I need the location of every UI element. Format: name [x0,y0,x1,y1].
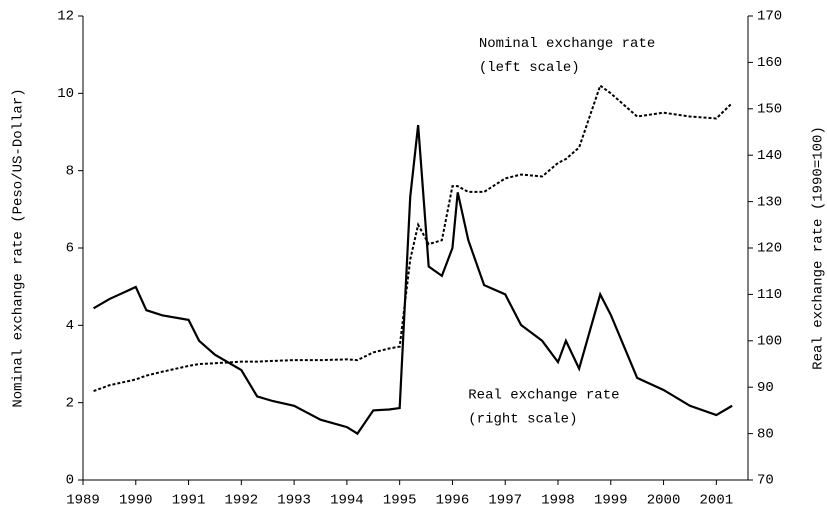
y-tick-label: 10 [57,86,74,102]
x-tick-label: 1997 [488,493,522,509]
x-tick-label: 1993 [277,493,311,509]
y2-tick-label: 150 [757,102,782,118]
y-tick-label: 6 [66,241,74,257]
x-tick-label: 1999 [594,493,628,509]
y2-tick-label: 170 [757,9,782,25]
y2-axis-label: Real exchange rate (1990=100) [811,126,827,370]
x-tick-label: 2000 [647,493,681,509]
x-tick-label: 1995 [383,493,417,509]
y2-tick-label: 160 [757,55,782,71]
x-tick-label: 1996 [436,493,470,509]
y2-tick-label: 120 [757,241,782,257]
x-tick-label: 1992 [225,493,259,509]
y2-tick-label: 80 [757,426,774,442]
y-tick-label: 8 [66,163,74,179]
y-tick-label: 12 [57,9,74,25]
y-axis-label: Nominal exchange rate (Peso/US-Dollar) [11,88,27,407]
x-tick-label: 1990 [119,493,153,509]
y-tick-label: 2 [66,395,74,411]
y2-tick-label: 90 [757,380,774,396]
y2-tick-label: 70 [757,473,774,489]
x-tick-label: 1994 [330,493,364,509]
y2-tick-label: 110 [757,287,782,303]
x-tick-label: 1991 [172,493,206,509]
y-tick-label: 4 [66,318,74,334]
y2-tick-label: 130 [757,194,782,210]
y-tick-label: 0 [66,473,74,489]
x-tick-label: 1998 [541,493,575,509]
annotation: (left scale) [479,60,580,76]
x-tick-label: 2001 [700,493,734,509]
y2-tick-label: 140 [757,148,782,164]
series-line [93,83,733,393]
y2-tick-label: 100 [757,334,782,350]
annotation: Real exchange rate [468,388,619,404]
x-tick-label: 1989 [66,493,100,509]
annotation: Nominal exchange rate [479,36,655,52]
annotation: (right scale) [468,412,577,428]
series-line [92,124,733,436]
